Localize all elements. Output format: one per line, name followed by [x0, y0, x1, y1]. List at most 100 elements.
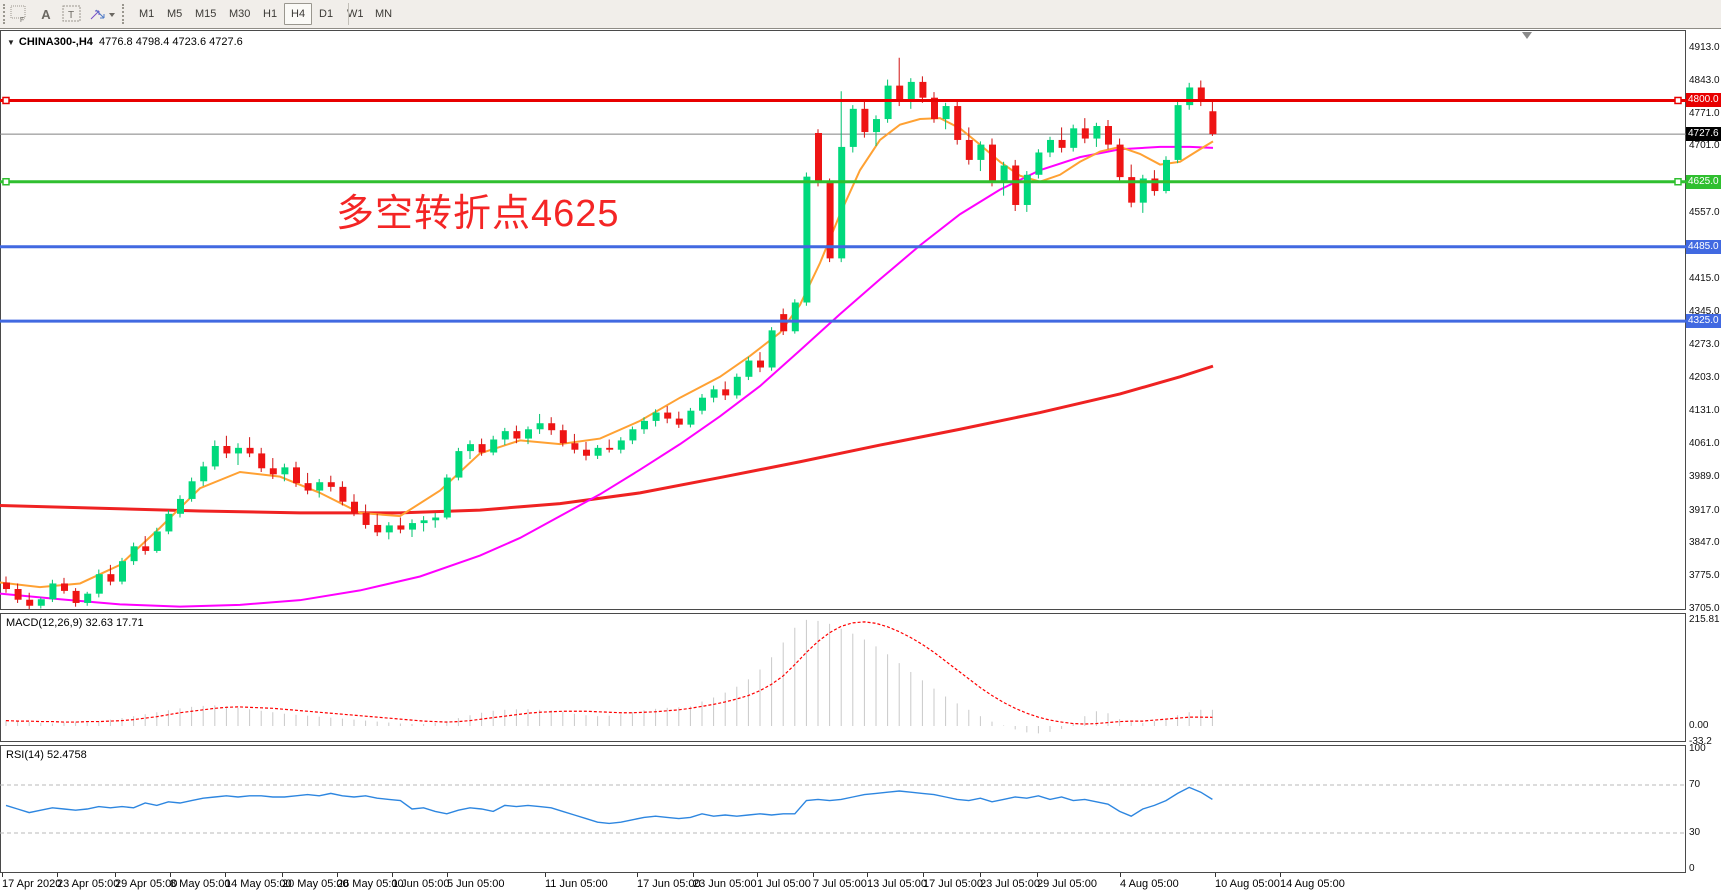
- date-tick: [693, 873, 694, 877]
- timeframe-m5[interactable]: M5: [167, 8, 183, 20]
- timeframe-m15[interactable]: M15: [195, 8, 217, 20]
- date-label: 10 Aug 05:00: [1215, 878, 1280, 890]
- line-anchor[interactable]: [2, 96, 10, 105]
- candle-body: [942, 106, 950, 120]
- toolbar-grip[interactable]: [3, 4, 9, 24]
- candle-body: [965, 139, 973, 160]
- candle-body: [130, 546, 138, 562]
- date-axis[interactable]: 17 Apr 2020 23 Apr 05:00 29 Apr 05:00 8 May…: [0, 873, 1686, 894]
- candle-body: [153, 531, 161, 551]
- date-label: 29 Apr 05:00: [115, 878, 178, 890]
- rsi-pane[interactable]: [0, 745, 1686, 873]
- date-tick: [757, 873, 758, 877]
- macd-signal-line: [5, 621, 1213, 725]
- price-tick: 4843.0: [1689, 74, 1720, 86]
- candle-body: [733, 376, 741, 396]
- candle-body: [1163, 159, 1170, 192]
- candle-body: [467, 444, 474, 452]
- candle-body: [652, 412, 660, 421]
- timeframe-mn[interactable]: MN: [375, 8, 393, 20]
- symbol-dropdown-icon[interactable]: ▼: [7, 38, 15, 47]
- symbol-label[interactable]: ▼ CHINA300-,H4 4776.8 4798.4 4723.6 4727.…: [7, 36, 243, 48]
- candle-body: [617, 440, 625, 450]
- date-tick: [225, 873, 226, 877]
- candle-body: [559, 430, 567, 444]
- date-label: 1 Jun 05:00: [392, 878, 450, 890]
- candle-body: [1000, 165, 1008, 182]
- candle-body: [954, 106, 962, 140]
- price-tick: 4061.0: [1689, 437, 1720, 449]
- rsi-tick: 70: [1689, 779, 1701, 790]
- date-label: 23 Jun 05:00: [693, 878, 757, 890]
- date-label: 17 Apr 2020: [2, 878, 62, 890]
- candle-body: [1023, 174, 1031, 205]
- timeframe-d1[interactable]: D1: [319, 8, 334, 20]
- rsi-line: [5, 786, 1213, 825]
- macd-label: MACD(12,26,9) 32.63 17.71: [6, 617, 144, 629]
- date-tick: [637, 873, 638, 877]
- candle-body: [583, 449, 590, 456]
- text-label-tool-icon[interactable]: T: [62, 3, 84, 25]
- candle-body: [1197, 87, 1205, 102]
- current-price-badge: 4727.6: [1686, 127, 1721, 142]
- candle-body: [281, 467, 289, 475]
- candle-body: [513, 431, 521, 439]
- line-anchor[interactable]: [2, 177, 10, 186]
- timeframe-m1[interactable]: M1: [139, 8, 155, 20]
- macd-chart[interactable]: [0, 613, 1686, 742]
- price-tick: 3989.0: [1689, 471, 1720, 483]
- candle-body: [745, 360, 753, 377]
- candle-body: [351, 501, 358, 513]
- candle-body: [1116, 144, 1124, 178]
- timeframe-h4[interactable]: H4: [284, 3, 313, 25]
- candle-body: [84, 593, 92, 603]
- candle-body: [455, 451, 463, 478]
- candle-body: [815, 132, 822, 182]
- candle-body: [397, 525, 405, 530]
- candle-body: [478, 444, 486, 453]
- rsi-chart[interactable]: [0, 745, 1686, 873]
- price-chart[interactable]: [0, 30, 1686, 610]
- candle-body: [200, 466, 208, 482]
- candle-body: [641, 420, 648, 430]
- candle-body: [49, 583, 57, 600]
- annotation-text[interactable]: 多空转折点4625: [336, 193, 620, 235]
- arrows-tool-icon[interactable]: [88, 3, 118, 25]
- price-tick: 3705.0: [1689, 603, 1720, 614]
- timeframe-h1[interactable]: H1: [263, 8, 278, 20]
- candle-body: [339, 486, 347, 502]
- toolbar-grip[interactable]: [122, 4, 128, 24]
- line-anchor[interactable]: [1674, 96, 1682, 105]
- macd-pane[interactable]: [0, 613, 1686, 742]
- candle-body: [977, 144, 985, 160]
- candle-body: [548, 423, 556, 431]
- candle-body: [14, 589, 22, 600]
- chart-shift-marker-icon[interactable]: [1522, 32, 1532, 39]
- text-tool-icon[interactable]: A: [41, 6, 51, 22]
- date-label: 1 Jul 05:00: [757, 878, 811, 890]
- candle-body: [316, 482, 324, 491]
- macd-tick: 215.81: [1689, 614, 1720, 625]
- candle-body: [142, 546, 150, 551]
- price-tick: 4701.0: [1689, 140, 1720, 152]
- price-tick: 4415.0: [1689, 273, 1720, 285]
- candle-body: [188, 481, 196, 499]
- candle-body: [211, 445, 219, 467]
- line-anchor[interactable]: [1674, 177, 1682, 186]
- price-axis[interactable]: 4913.0 4843.0 4771.0 4701.0 4557.0 4415.0 4345…: [1686, 30, 1721, 614]
- candle-body: [420, 520, 428, 524]
- timeframe-w1[interactable]: W1: [347, 8, 364, 20]
- grid-f-tool-icon[interactable]: F: [10, 3, 32, 25]
- date-tick: [1215, 873, 1216, 877]
- candle-body: [95, 574, 103, 594]
- date-label: 5 Jun 05:00: [447, 878, 505, 890]
- candle-body: [780, 314, 788, 332]
- candle-body: [1047, 139, 1054, 153]
- timeframe-m30[interactable]: M30: [229, 8, 251, 20]
- date-label: 14 Aug 05:00: [1280, 878, 1345, 890]
- symbol-ohlc: 4776.8 4798.4 4723.6 4727.6: [99, 36, 243, 48]
- price-badge-4485.0: 4485.0: [1686, 239, 1721, 254]
- candle-body: [919, 81, 927, 98]
- candle-body: [664, 412, 672, 419]
